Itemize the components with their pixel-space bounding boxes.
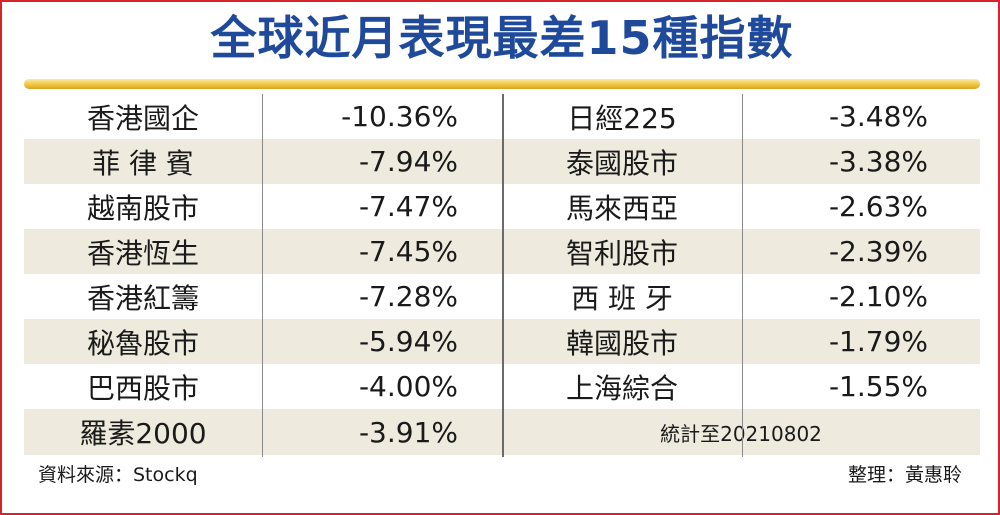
table-row: 香港紅籌 -7.28% 西 班 牙 -2.10% [24, 274, 980, 319]
stats-date-note: 統計至20210802 [660, 421, 822, 446]
index-name: 香港紅籌 [86, 281, 199, 315]
index-name: 菲 律 賓 [92, 146, 194, 180]
index-change: -10.36% [341, 100, 458, 133]
index-change: -7.28% [358, 280, 458, 313]
index-change: -2.63% [828, 190, 928, 223]
index-name: 馬來西亞 [565, 191, 678, 225]
chart-title: 全球近月表現最差15種指數 [210, 11, 794, 65]
index-name: 香港恆生 [86, 236, 199, 270]
index-name: 羅素2000 [79, 417, 207, 450]
index-change: -1.55% [828, 370, 928, 403]
index-change: -2.10% [828, 280, 928, 313]
index-change: -7.94% [358, 145, 458, 178]
table-row: 越南股市 -7.47% 馬來西亞 -2.63% [24, 184, 980, 229]
center-divider [502, 94, 504, 457]
index-name: 泰國股市 [565, 146, 678, 180]
index-change: -7.47% [358, 190, 458, 223]
index-change: -1.79% [828, 325, 928, 358]
column-divider [742, 94, 743, 457]
index-change: -4.00% [358, 370, 458, 403]
index-name: 西 班 牙 [571, 281, 673, 315]
index-name: 香港國企 [86, 101, 199, 135]
index-change: -3.38% [828, 145, 928, 178]
table-row: 秘魯股市 -5.94% 韓國股市 -1.79% [24, 319, 980, 364]
index-name: 韓國股市 [565, 326, 678, 360]
index-change: -5.94% [358, 325, 458, 358]
index-name: 越南股市 [86, 191, 199, 225]
table-row: 香港國企 -10.36% 日經225 -3.48% [24, 94, 980, 139]
index-change: -3.91% [358, 415, 458, 449]
index-name: 智利股市 [565, 236, 678, 270]
index-change: -2.39% [828, 235, 928, 268]
index-name: 秘魯股市 [86, 326, 199, 360]
column-divider [262, 94, 263, 457]
table-row: 巴西股市 -4.00% 上海綜合 -1.55% [24, 364, 980, 409]
editor-credit: 整理：黃惠聆 [847, 464, 962, 486]
index-name: 巴西股市 [86, 371, 199, 405]
index-change: -7.45% [358, 235, 458, 268]
index-name: 日經225 [567, 101, 677, 135]
index-change: -3.48% [828, 100, 928, 133]
index-name: 上海綜合 [565, 371, 678, 405]
data-source: 資料來源：Stockq [38, 464, 198, 486]
title-divider [24, 79, 980, 89]
